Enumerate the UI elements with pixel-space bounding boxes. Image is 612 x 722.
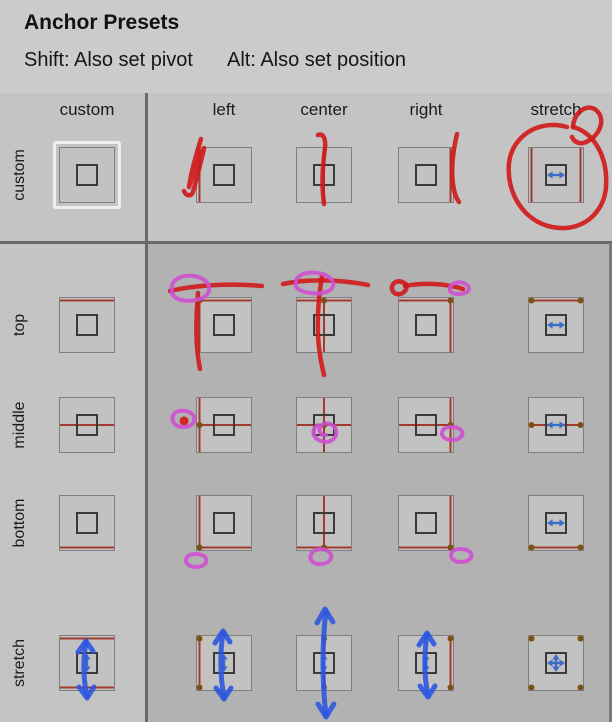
preset-icon [398,635,454,691]
preset-stretch-center[interactable] [296,635,352,691]
preset-stretch-stretch[interactable] [528,635,584,691]
preset-middle-left[interactable] [196,397,252,453]
horizontal-divider [0,241,612,244]
row-label-custom: custom [11,149,28,201]
preset-icon [296,635,352,691]
shift-hint: Shift: Also set pivot [24,49,193,71]
preset-icon [528,397,584,453]
preset-custom-left[interactable] [196,147,252,203]
preset-stretch-custom[interactable] [59,635,115,691]
vertical-divider [145,93,148,722]
col-label-left: left [212,100,236,119]
preset-icon [528,495,584,551]
preset-icon [59,297,115,353]
preset-icon [196,147,252,203]
preset-icon [296,397,352,453]
preset-icon [398,397,454,453]
modifier-hints: Shift: Also set pivot Alt: Also set posit… [24,49,406,72]
preset-custom-center[interactable] [296,147,352,203]
preset-custom-right[interactable] [398,147,454,203]
row-label-top: top [11,313,28,337]
preset-icon [196,495,252,551]
preset-top-custom[interactable] [59,297,115,353]
preset-icon [59,635,115,691]
preset-custom-stretch[interactable] [528,147,584,203]
preset-icon [196,635,252,691]
row-label-stretch: stretch [11,638,28,688]
row-label-bottom: bottom [11,498,28,548]
preset-icon [296,297,352,353]
preset-bottom-stretch[interactable] [528,495,584,551]
preset-icon [398,147,454,203]
right-edge-line [609,243,612,722]
preset-icon [296,495,352,551]
row-label-middle: middle [11,401,28,449]
preset-bottom-left[interactable] [196,495,252,551]
preset-icon [528,297,584,353]
preset-bottom-center[interactable] [296,495,352,551]
preset-custom-custom[interactable] [53,141,121,209]
preset-icon [398,495,454,551]
preset-middle-stretch[interactable] [528,397,584,453]
preset-middle-right[interactable] [398,397,454,453]
preset-top-left[interactable] [196,297,252,353]
panel-header: Anchor Presets Shift: Also set pivot Alt:… [0,0,612,93]
preset-icon [59,397,115,453]
preset-stretch-right[interactable] [398,635,454,691]
preset-icon [196,297,252,353]
preset-middle-custom[interactable] [59,397,115,453]
col-label-center: center [300,100,348,119]
preset-bottom-custom[interactable] [59,495,115,551]
preset-middle-center[interactable] [296,397,352,453]
col-label-stretch: stretch [530,100,582,119]
preset-stretch-left[interactable] [196,635,252,691]
preset-icon [528,147,584,203]
preset-bottom-right[interactable] [398,495,454,551]
preset-icon [196,397,252,453]
preset-top-center[interactable] [296,297,352,353]
preset-icon [398,297,454,353]
alt-hint: Alt: Also set position [226,49,406,71]
col-label-custom: custom [59,100,115,119]
preset-top-stretch[interactable] [528,297,584,353]
preset-icon [296,147,352,203]
preset-top-right[interactable] [398,297,454,353]
preset-icon [59,147,115,203]
col-label-right: right [409,100,443,119]
preset-icon [528,635,584,691]
preset-icon [59,495,115,551]
panel-title: Anchor Presets [24,11,180,34]
